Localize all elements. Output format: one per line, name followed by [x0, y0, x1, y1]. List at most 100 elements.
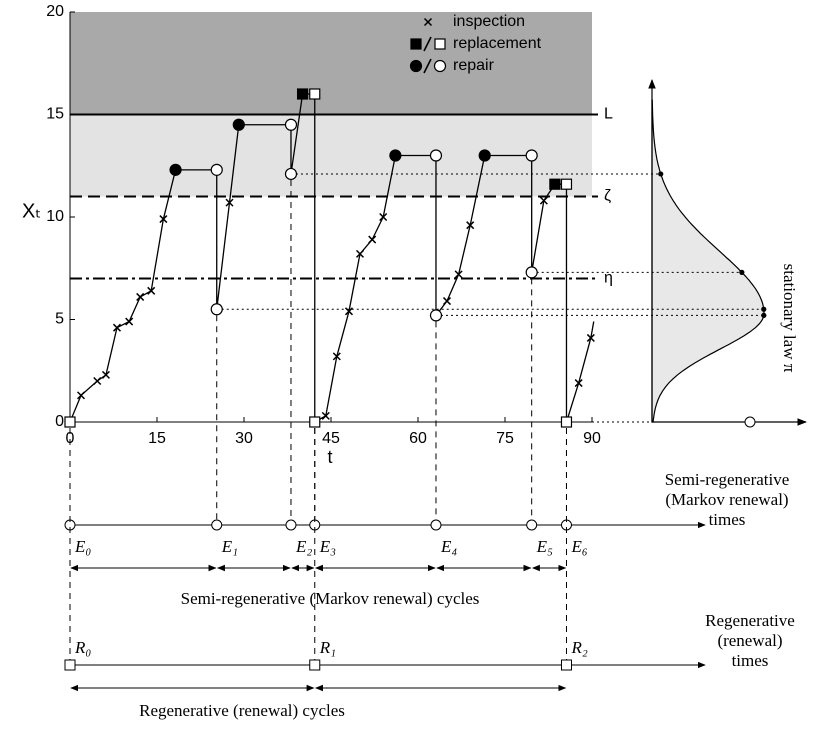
density-origin-marker	[744, 416, 756, 428]
inspection-marker	[93, 376, 102, 386]
inspection-marker	[423, 17, 433, 27]
repair-marker	[210, 163, 223, 176]
repair-marker	[232, 118, 245, 131]
repair-marker	[478, 149, 491, 162]
event-label: E₆	[570, 537, 587, 556]
event-marker	[560, 659, 572, 671]
replacement-marker	[64, 416, 76, 428]
x-axis-label: t	[327, 447, 332, 467]
cycles-label: Semi-regenerative (Markov renewal) cycle…	[181, 589, 480, 608]
event-marker	[211, 519, 223, 531]
times-label: times	[732, 651, 769, 670]
inspection-marker	[368, 235, 377, 244]
inspection-marker	[586, 333, 595, 342]
density-point	[658, 171, 664, 177]
event-label: R₂	[570, 638, 587, 657]
threshold-label: η	[604, 270, 613, 287]
event-label: E₅	[536, 537, 553, 556]
event-label: E₄	[440, 537, 457, 556]
repair-marker	[284, 167, 298, 181]
y-tick-label: 15	[46, 106, 64, 123]
event-label: R₁	[319, 638, 336, 657]
inspection-marker	[159, 215, 168, 224]
x-tick-label: 45	[322, 430, 340, 447]
event-marker	[285, 519, 297, 531]
density-point	[739, 269, 745, 275]
event-label: E₂	[295, 537, 312, 556]
repair-marker	[525, 149, 538, 162]
inspection-marker	[574, 379, 583, 388]
x-tick-label: 60	[409, 430, 427, 447]
repair-marker	[210, 303, 223, 316]
density-label: stationary law π	[780, 264, 799, 373]
y-tick-label: 10	[46, 208, 64, 225]
repair-marker	[429, 149, 443, 162]
y-tick-label: 0	[55, 413, 64, 430]
inspection-marker	[379, 212, 388, 222]
event-marker	[430, 519, 442, 531]
y-tick-label: 20	[46, 3, 64, 20]
event-label: E₁	[221, 537, 238, 556]
threshold-label: ζ	[604, 188, 611, 205]
x-tick-label: 0	[66, 430, 75, 447]
repair-marker	[409, 59, 423, 73]
inspection-marker	[112, 323, 122, 332]
replacement-marker	[434, 38, 446, 50]
event-label: E₀	[74, 537, 91, 556]
inspection-marker	[355, 249, 365, 258]
times-label: (renewal)	[717, 631, 782, 650]
repair-marker	[389, 149, 402, 162]
inspection-marker	[136, 292, 145, 301]
replacement-marker	[309, 88, 321, 100]
inspection-marker	[321, 411, 330, 420]
x-tick-label: 75	[496, 430, 514, 447]
density-curve	[651, 99, 765, 423]
inspection-marker	[539, 196, 548, 205]
repair-marker	[169, 163, 182, 176]
y-axis-label: Xₜ	[22, 200, 41, 222]
legend: inspection replacement repair	[409, 13, 542, 74]
replacement-marker	[549, 178, 561, 190]
legend-label: inspection	[453, 13, 525, 30]
replacement-marker	[410, 38, 422, 50]
event-marker	[526, 519, 538, 531]
x-tick-label: 30	[235, 430, 253, 447]
x-tick-label: 90	[583, 430, 601, 447]
legend-separator	[423, 58, 432, 74]
event-marker	[64, 659, 76, 671]
threshold-label: L	[604, 106, 613, 123]
inspection-marker	[101, 370, 110, 379]
legend-label: repair	[453, 57, 495, 74]
replacement-marker	[560, 178, 573, 190]
x-tick-label: 15	[148, 430, 166, 447]
repair-marker	[284, 118, 298, 131]
inspection-marker	[466, 221, 475, 230]
times-label: (Markov renewal)	[665, 490, 788, 509]
inspection-marker	[344, 307, 354, 316]
inspection-marker	[332, 352, 341, 361]
repair-marker	[429, 309, 443, 322]
repair-marker	[525, 266, 538, 279]
legend-label: replacement	[453, 35, 542, 52]
cycles-label: Regenerative (renewal) cycles	[139, 701, 345, 720]
times-label: Semi-regenerative	[665, 470, 790, 489]
zone	[70, 12, 592, 115]
inspection-marker	[442, 297, 452, 306]
inspection-marker	[225, 198, 234, 207]
event-marker	[309, 659, 321, 671]
density-point	[761, 306, 767, 312]
replacement-marker	[560, 416, 573, 428]
legend-separator	[423, 36, 432, 52]
inspection-marker	[125, 317, 134, 326]
inspection-marker	[147, 286, 156, 295]
inspection-marker	[454, 270, 463, 279]
replacement-marker	[309, 416, 321, 428]
y-tick-label: 5	[55, 311, 64, 328]
event-label: E₃	[319, 537, 336, 556]
inspection-marker	[76, 391, 86, 400]
density-point	[761, 312, 767, 318]
times-label: Regenerative	[705, 611, 795, 630]
repair-marker	[433, 59, 447, 73]
replacement-marker	[296, 88, 309, 100]
